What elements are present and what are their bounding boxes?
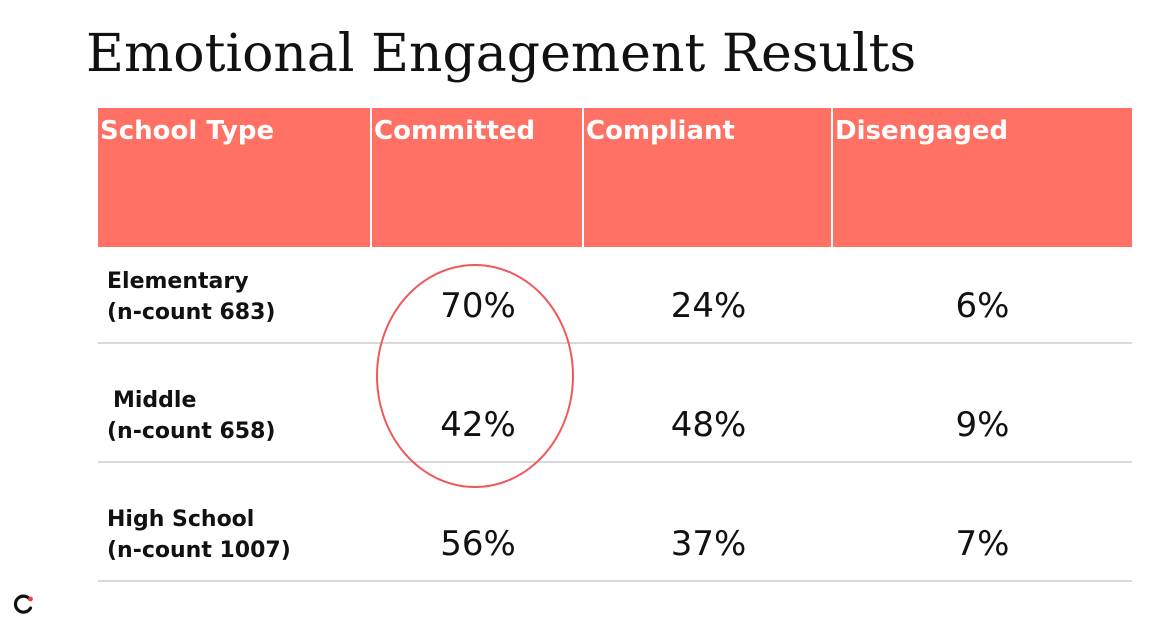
header-school-type: School Type [98, 108, 372, 247]
row-label: High School (n-count 1007) [98, 463, 372, 580]
disengaged-value: 7% [955, 524, 1010, 564]
committed-value: 56% [440, 524, 516, 564]
table-row: Middle (n-count 658) 42% 48% 9% [98, 344, 1132, 463]
header-compliant: Compliant [584, 108, 833, 247]
table-row: High School (n-count 1007) 56% 37% 7% [98, 463, 1132, 582]
school-type-label: Middle [113, 388, 197, 413]
school-type-label: High School [107, 507, 255, 532]
header-disengaged: Disengaged [833, 108, 1132, 247]
disengaged-value: 6% [955, 286, 1010, 326]
table-row: Elementary (n-count 683) 70% 24% 6% [98, 247, 1132, 344]
compliant-value: 24% [670, 286, 747, 326]
row-label: Elementary (n-count 683) [98, 247, 372, 342]
compliant-value: 37% [670, 524, 747, 564]
committed-value: 42% [440, 405, 516, 445]
compliant-value: 48% [670, 405, 747, 445]
header-committed: Committed [372, 108, 584, 247]
brand-logo-icon [13, 594, 33, 614]
committed-value: 70% [440, 286, 516, 326]
disengaged-value: 9% [955, 405, 1010, 445]
school-type-label: Elementary [107, 269, 249, 294]
table-header-row: School Type Committed Compliant Disengag… [98, 108, 1132, 247]
engagement-table: School Type Committed Compliant Disengag… [98, 108, 1132, 582]
row-label: Middle (n-count 658) [98, 344, 372, 461]
slide-title: Emotional Engagement Results [86, 24, 917, 84]
n-count-label: (n-count 1007) [107, 538, 291, 563]
n-count-label: (n-count 683) [107, 300, 276, 325]
n-count-label: (n-count 658) [107, 419, 276, 444]
